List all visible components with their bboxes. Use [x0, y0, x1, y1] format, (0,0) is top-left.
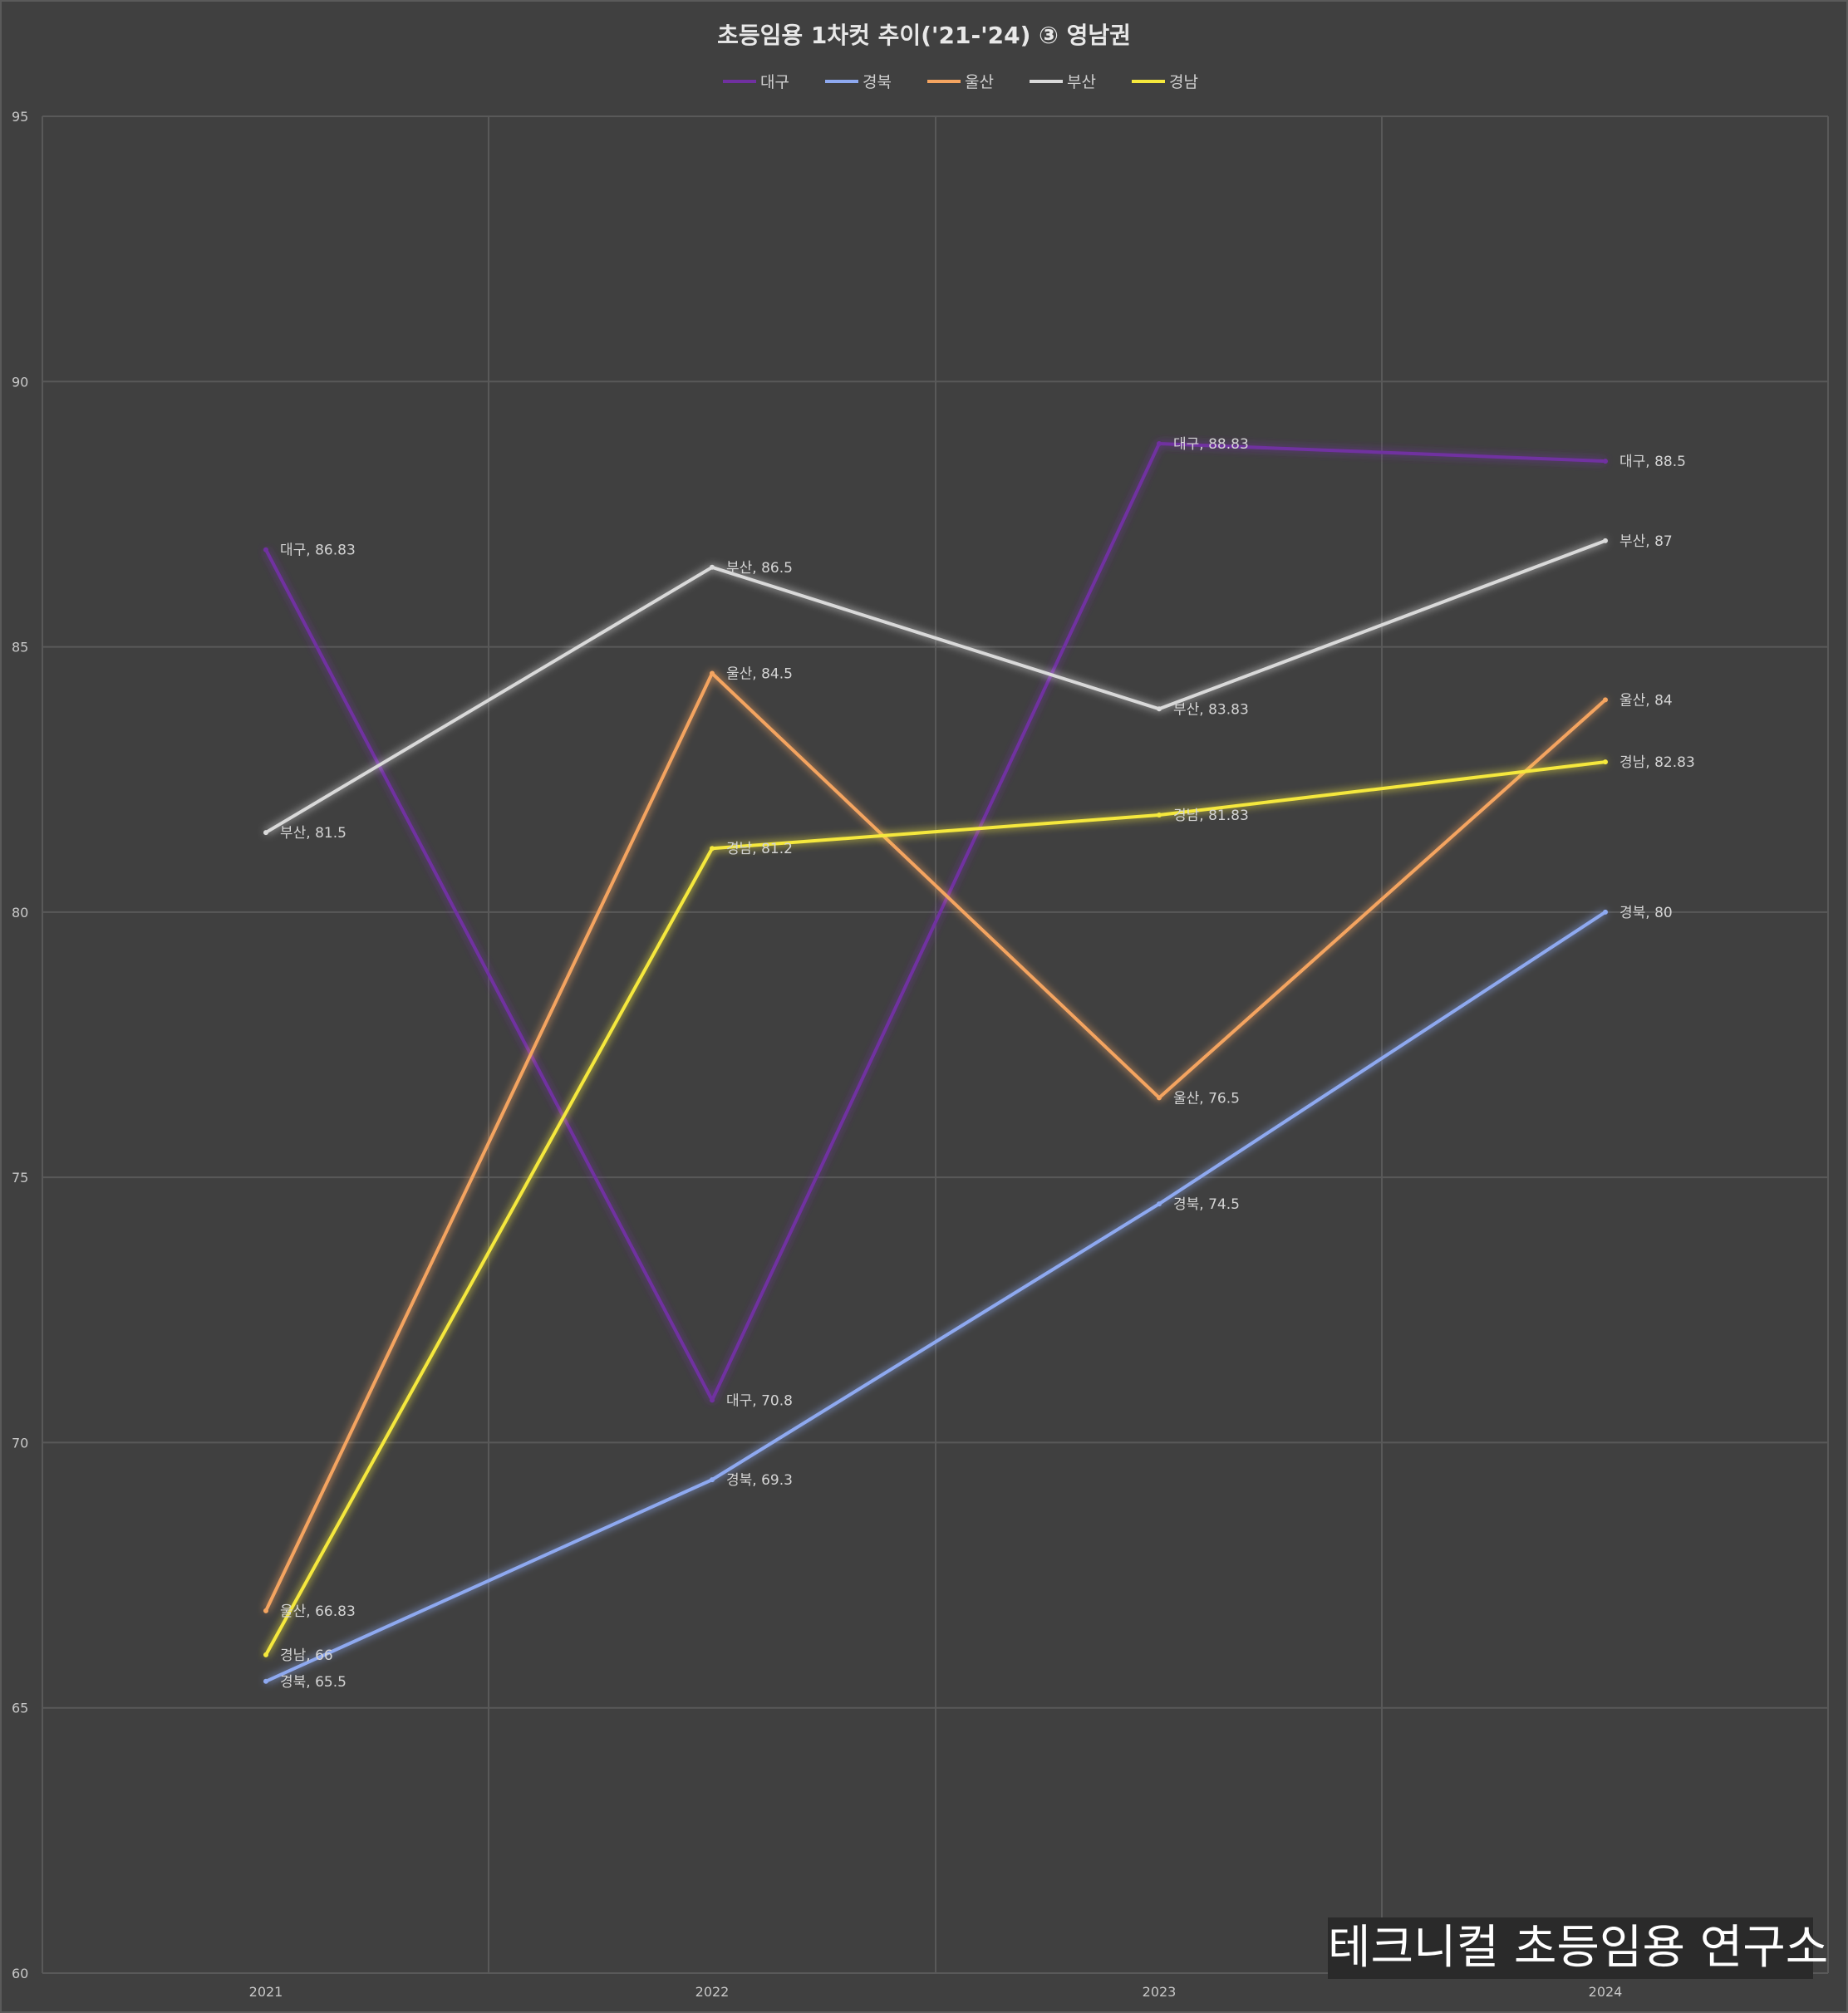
data-point — [263, 1678, 268, 1684]
data-point — [263, 830, 268, 836]
data-label: 부산, 87 — [1619, 533, 1673, 550]
data-point — [710, 846, 715, 852]
data-point — [1157, 440, 1162, 446]
legend-entry: 대구 — [760, 73, 789, 91]
data-label: 부산, 83.83 — [1173, 701, 1249, 718]
data-label: 울산, 84.5 — [726, 666, 793, 683]
watermark-text: 테크니컬 초등임용 연구소 — [1328, 1917, 1828, 1979]
data-label: 대구, 88.83 — [1173, 436, 1249, 453]
data-labels: 대구, 86.83 대구, 70.8 대구, 88.83 대구, 88.5 경북, 65… — [280, 436, 1695, 1691]
data-label: 부산, 81.5 — [280, 825, 346, 842]
series-line — [265, 911, 1607, 1683]
data-point — [1157, 812, 1162, 817]
x-tick-label: 2021 — [249, 1984, 283, 2000]
data-point — [710, 564, 715, 570]
data-label: 경북, 65.5 — [280, 1674, 346, 1691]
data-point — [263, 547, 268, 552]
data-point — [1157, 706, 1162, 712]
y-tick-label: 60 — [12, 1966, 28, 1981]
data-point — [710, 1477, 715, 1483]
series-line — [264, 441, 1606, 1402]
data-point — [1157, 1095, 1162, 1101]
legend-entry: 경북 — [863, 73, 892, 91]
data-label: 부산, 86.5 — [726, 560, 793, 577]
data-point — [1603, 459, 1608, 464]
x-tick-label: 2024 — [1589, 1984, 1623, 2000]
y-tick-label: 90 — [12, 374, 28, 390]
y-tick-label: 80 — [12, 905, 28, 921]
legend-entry: 부산 — [1067, 73, 1096, 91]
data-point — [1603, 909, 1608, 915]
y-tick-label: 65 — [12, 1701, 28, 1716]
data-point — [263, 1608, 268, 1613]
data-point — [710, 1397, 715, 1403]
data-label: 대구, 88.5 — [1619, 454, 1686, 470]
y-axis-ticks: 60 65 70 75 80 85 90 95 — [12, 109, 28, 1981]
series-line — [264, 671, 1607, 1612]
series-line — [264, 760, 1606, 1656]
data-point — [1157, 1201, 1162, 1207]
data-label: 경북, 74.5 — [1173, 1196, 1240, 1213]
legend-entry: 경남 — [1169, 73, 1198, 91]
series-lines — [263, 440, 1608, 1684]
data-point — [263, 1652, 268, 1657]
y-tick-label: 85 — [12, 640, 28, 655]
data-point — [710, 670, 715, 676]
data-point — [1603, 697, 1608, 703]
gridlines — [42, 115, 1829, 1974]
data-label: 경북, 69.3 — [726, 1472, 793, 1489]
data-point — [1603, 538, 1608, 543]
data-label: 울산, 84 — [1619, 692, 1673, 709]
series-line — [264, 538, 1606, 834]
chart-title: 초등임용 1차컷 추이('21-'24) ③ 영남권 — [717, 22, 1131, 49]
legend: 대구 경북 울산 부산 경남 — [723, 73, 1198, 91]
data-label: 대구, 70.8 — [726, 1392, 793, 1409]
data-label: 울산, 76.5 — [1173, 1090, 1240, 1107]
data-label: 경남, 66 — [280, 1647, 333, 1664]
data-label: 경북, 80 — [1619, 905, 1673, 921]
x-tick-label: 2023 — [1143, 1984, 1177, 2000]
data-label: 경남, 82.83 — [1619, 754, 1695, 771]
data-label: 경남, 81.2 — [726, 841, 793, 857]
data-label: 대구, 86.83 — [280, 543, 356, 559]
y-tick-label: 75 — [12, 1170, 28, 1186]
data-label: 경남, 81.83 — [1173, 808, 1249, 824]
y-tick-label: 95 — [12, 109, 28, 125]
legend-entry: 울산 — [965, 73, 994, 91]
x-tick-label: 2022 — [695, 1984, 730, 2000]
data-label: 울산, 66.83 — [280, 1603, 356, 1620]
x-axis-ticks: 2021 2022 2023 2024 — [249, 1984, 1623, 2000]
y-tick-label: 70 — [12, 1435, 28, 1451]
data-point — [1603, 759, 1608, 765]
